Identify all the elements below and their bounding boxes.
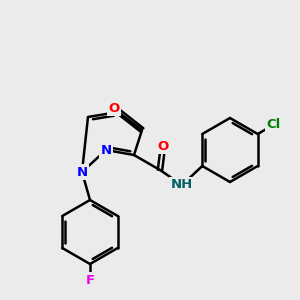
Text: Cl: Cl: [266, 118, 281, 131]
Text: F: F: [85, 274, 94, 286]
Text: N: N: [76, 166, 88, 178]
Text: NH: NH: [171, 178, 193, 191]
Text: O: O: [108, 101, 120, 115]
Text: N: N: [100, 143, 112, 157]
Text: O: O: [158, 140, 169, 152]
